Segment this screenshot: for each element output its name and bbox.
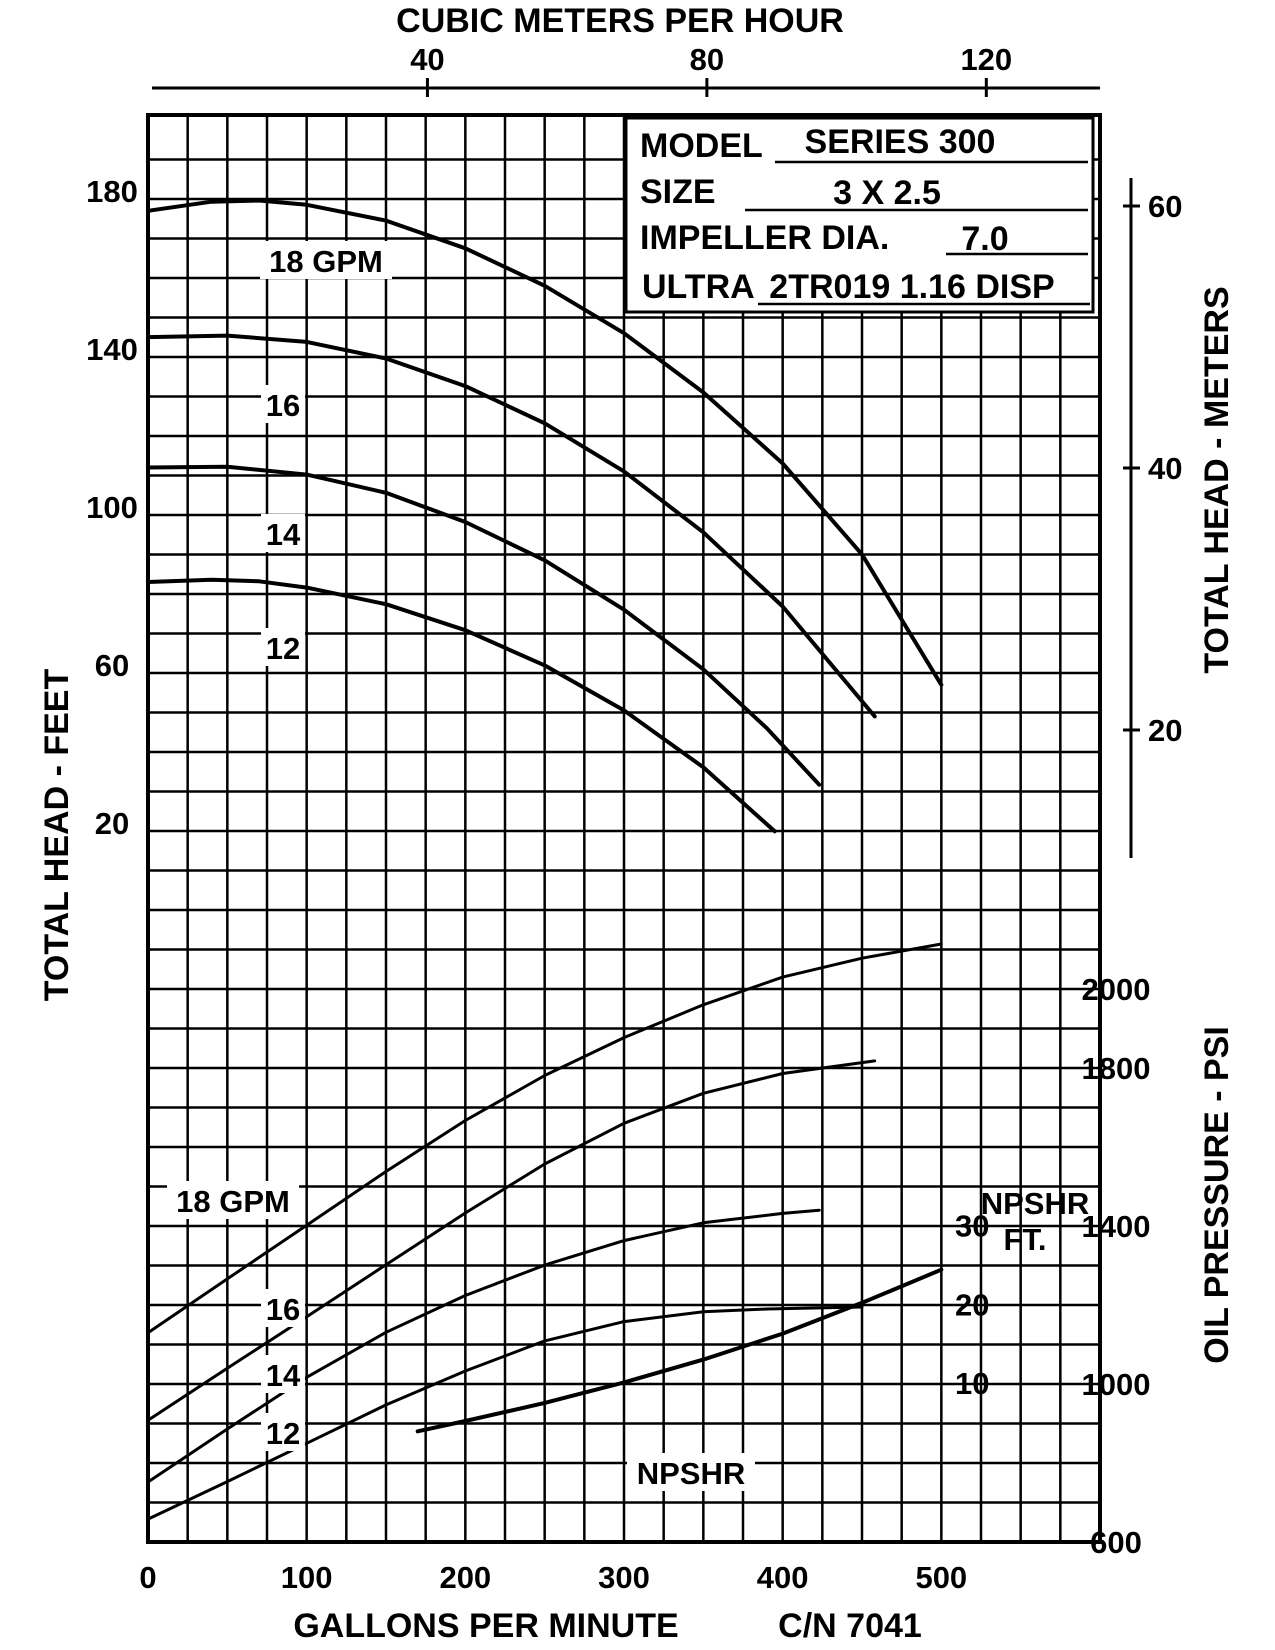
head-curve-label-bg	[261, 514, 305, 552]
y-right-oil-tick-label: 1400	[1082, 1209, 1151, 1244]
info-ultra-value: 2TR019 1.16 DISP	[769, 268, 1054, 306]
head-curve-12gpm	[146, 577, 777, 834]
info-model-label: MODEL	[640, 127, 763, 165]
head-curve-14gpm	[146, 464, 822, 787]
y-right-head-axis: 20 40 60	[1123, 178, 1182, 858]
info-ultra-label: ULTRA	[642, 268, 755, 306]
y-left-tick-label: 100	[86, 490, 138, 525]
x-bottom-tick-label: 0	[139, 1560, 156, 1595]
info-box: MODEL SERIES 300 SIZE 3 X 2.5 IMPELLER D…	[624, 116, 1095, 314]
x-top-axis-title: CUBIC METERS PER HOUR	[396, 2, 844, 40]
oil-curve-label-bg	[261, 1413, 305, 1451]
info-impeller-value: 7.0	[961, 220, 1008, 258]
y-right-oil-axis-ticks: 600 1000 1400 1800 2000	[1082, 972, 1151, 1560]
x-top-tick-label: 40	[410, 42, 444, 77]
oil-curve-18gpm	[146, 942, 943, 1335]
head-curve-16gpm	[146, 333, 877, 719]
y-right-oil-tick-label: 2000	[1082, 972, 1151, 1007]
oil-curve-label: 12	[266, 1416, 300, 1451]
y-left-tick-label: 180	[86, 174, 138, 209]
y-right-head-tick-label: 20	[1148, 713, 1182, 748]
oil-curve-14gpm	[146, 1208, 821, 1484]
y-right-oil-axis-title: OIL PRESSURE - PSI	[1198, 1026, 1236, 1364]
oil-curve-label-bg	[167, 1181, 299, 1219]
x-bottom-axis-ticks: 0 100 200 300 400 500	[139, 1560, 967, 1595]
oil-curve-label: 16	[266, 1292, 300, 1327]
x-top-tick-label: 80	[690, 42, 724, 77]
oil-curve-label-bg	[261, 1289, 305, 1327]
oil-curve-16gpm	[146, 1059, 877, 1422]
oil-curve-12gpm	[146, 1305, 864, 1521]
head-curve-label-bg	[260, 241, 392, 279]
info-box-frame	[624, 116, 1095, 314]
npshr-tick-label: 20	[955, 1287, 989, 1322]
head-curve-label-bg	[261, 628, 305, 666]
npshr-axis-title: NPSHR	[981, 1186, 1090, 1221]
npshr-tick-label: 30	[955, 1209, 989, 1244]
head-curve-label: 14	[266, 517, 301, 552]
x-bottom-tick-label: 300	[598, 1560, 650, 1595]
y-left-axis-title: TOTAL HEAD - FEET	[38, 669, 76, 1002]
y-left-tick-label: 20	[95, 806, 129, 841]
oil-curve-label-bg	[261, 1355, 305, 1393]
oil-curve-label: 18 GPM	[176, 1184, 290, 1219]
chart-curves	[146, 198, 944, 1521]
head-curve-label: 16	[266, 388, 300, 423]
x-bottom-tick-label: 100	[281, 1560, 333, 1595]
y-right-head-tick-label: 40	[1148, 451, 1182, 486]
x-bottom-tick-label: 400	[757, 1560, 809, 1595]
head-curve-label-bg	[261, 385, 305, 423]
npshr-curve	[415, 1267, 944, 1434]
info-size-value: 3 X 2.5	[833, 174, 941, 212]
y-left-axis-ticks: 20 60 100 140 180	[86, 174, 138, 841]
head-curve-label: 12	[266, 631, 300, 666]
npshr-curve-label: NPSHR	[637, 1456, 746, 1491]
y-left-tick-label: 140	[86, 332, 138, 367]
x-bottom-tick-label: 200	[439, 1560, 491, 1595]
head-curve-18gpm	[146, 198, 944, 687]
footer-code: C/N 7041	[778, 1607, 922, 1645]
y-right-oil-tick-label: 1000	[1082, 1367, 1151, 1402]
y-left-tick-label: 60	[95, 648, 129, 683]
oil-curve-label: 14	[266, 1358, 301, 1393]
npshr-axis-ticks: 10 20 30	[955, 1209, 989, 1402]
info-model-value: SERIES 300	[805, 123, 996, 161]
npshr-tick-label: 10	[955, 1366, 989, 1401]
npshr-axis-unit: FT.	[1003, 1222, 1046, 1257]
y-right-head-axis-title: TOTAL HEAD - METERS	[1198, 286, 1236, 673]
y-right-oil-tick-label: 600	[1090, 1525, 1142, 1560]
y-right-head-tick-label: 60	[1148, 189, 1182, 224]
info-impeller-label: IMPELLER DIA.	[640, 219, 889, 257]
npshr-curve-label-bg	[627, 1453, 755, 1491]
chart-curve-labels: 18 GPM 16 14 12 18 GPM 16 14 12 NPSHR	[167, 241, 755, 1491]
x-bottom-axis-title: GALLONS PER MINUTE	[293, 1607, 678, 1645]
x-top-axis: 40 80 120	[152, 42, 1100, 97]
info-size-label: SIZE	[640, 173, 716, 211]
head-curve-label: 18 GPM	[269, 244, 383, 279]
y-right-oil-tick-label: 1800	[1082, 1051, 1151, 1086]
x-bottom-tick-label: 500	[915, 1560, 967, 1595]
x-top-tick-label: 120	[960, 42, 1012, 77]
